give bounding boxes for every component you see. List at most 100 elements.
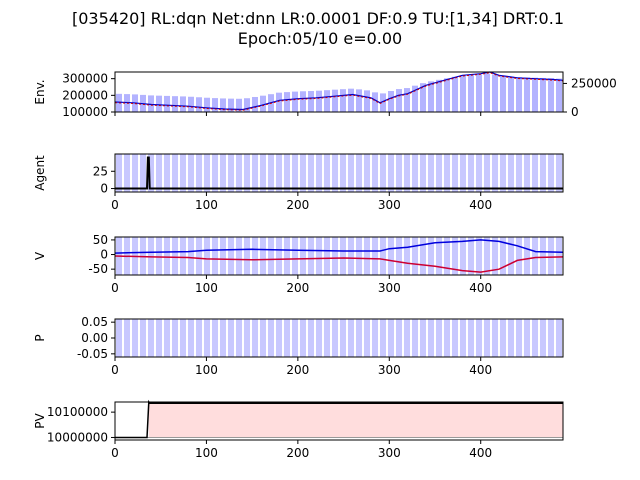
- y-tick-label: 200000: [62, 88, 108, 102]
- background-bar: [444, 319, 450, 357]
- background-bar: [540, 319, 546, 357]
- background-bar: [284, 237, 290, 275]
- background-bar: [356, 154, 362, 192]
- background-bar: [372, 154, 378, 192]
- background-bar: [340, 154, 346, 192]
- background-bar: [364, 319, 370, 357]
- volume-bar: [332, 89, 338, 112]
- x-tick-label: 0: [111, 446, 119, 460]
- background-bar: [476, 237, 482, 275]
- background-bar: [196, 237, 202, 275]
- y-axis-label: PV: [33, 412, 47, 428]
- background-bar: [500, 319, 506, 357]
- background-bar: [548, 319, 554, 357]
- volume-bar: [404, 88, 410, 112]
- background-bar: [276, 237, 282, 275]
- volume-bar: [252, 96, 258, 112]
- background-bar: [332, 154, 338, 192]
- background-bar: [484, 237, 490, 275]
- background-bar: [420, 237, 426, 275]
- background-bar: [156, 237, 162, 275]
- background-bar: [164, 237, 170, 275]
- volume-bar: [284, 92, 290, 112]
- y-tick-label-right: 0: [571, 105, 579, 119]
- background-bar: [244, 154, 250, 192]
- x-tick-label: 100: [195, 363, 218, 377]
- y-tick-label: 0.00: [81, 331, 108, 345]
- volume-bar: [260, 95, 266, 112]
- background-bar: [492, 237, 498, 275]
- volume-bar: [508, 76, 514, 112]
- volume-bar: [396, 89, 402, 112]
- y-tick-label: 50: [93, 233, 108, 247]
- background-bar: [388, 319, 394, 357]
- title-line-1: [035420] RL:dqn Net:dnn LR:0.0001 DF:0.9…: [72, 9, 564, 28]
- background-bar: [252, 319, 258, 357]
- background-bar: [124, 154, 130, 192]
- y-axis-label: P: [33, 334, 47, 341]
- background-bar: [244, 319, 250, 357]
- background-bar: [500, 154, 506, 192]
- volume-bar: [476, 74, 482, 112]
- background-bar: [140, 154, 146, 192]
- background-bar: [380, 154, 386, 192]
- volume-bar: [388, 91, 394, 112]
- background-bar: [500, 237, 506, 275]
- y-tick-label: 300000: [62, 72, 108, 86]
- background-bar: [452, 237, 458, 275]
- background-bar: [228, 319, 234, 357]
- y-tick-label: 0.05: [81, 315, 108, 329]
- background-bar: [380, 319, 386, 357]
- background-bar: [196, 319, 202, 357]
- background-bar: [308, 237, 314, 275]
- background-bar: [524, 154, 530, 192]
- background-bar: [268, 154, 274, 192]
- background-bar: [404, 154, 410, 192]
- background-bar: [460, 319, 466, 357]
- background-bar: [452, 319, 458, 357]
- background-bar: [468, 319, 474, 357]
- background-bar: [212, 237, 218, 275]
- background-bar: [148, 154, 154, 192]
- volume-bar: [372, 92, 378, 112]
- background-bar: [364, 237, 370, 275]
- background-bar: [524, 237, 530, 275]
- background-bar: [524, 319, 530, 357]
- background-bar: [404, 319, 410, 357]
- volume-bar: [276, 92, 282, 112]
- volume-bar: [412, 85, 418, 112]
- background-bar: [324, 154, 330, 192]
- volume-bar: [356, 89, 362, 112]
- y-tick-label: 0: [100, 182, 108, 196]
- background-bar: [444, 154, 450, 192]
- background-bar: [212, 319, 218, 357]
- x-tick-label: 100: [195, 446, 218, 460]
- volume-bar: [468, 74, 474, 112]
- background-bar: [540, 154, 546, 192]
- volume-bar: [348, 88, 354, 112]
- background-bar: [196, 154, 202, 192]
- background-bar: [316, 319, 322, 357]
- background-bar: [388, 237, 394, 275]
- y-axis-label: Agent: [33, 155, 47, 191]
- price-line-secondary: [114, 72, 564, 111]
- background-bar: [260, 154, 266, 192]
- background-bar: [340, 319, 346, 357]
- y-axis-label: V: [33, 251, 47, 260]
- y-tick-label: 0: [100, 248, 108, 262]
- background-bar: [188, 319, 194, 357]
- x-tick-label: 400: [469, 198, 492, 212]
- background-bar: [556, 154, 562, 192]
- background-bar: [428, 154, 434, 192]
- background-bar: [428, 237, 434, 275]
- background-bar: [292, 154, 298, 192]
- background-bar: [124, 319, 130, 357]
- volume-bar: [172, 96, 178, 112]
- background-bar: [420, 319, 426, 357]
- price-line: [114, 71, 564, 111]
- volume-bar: [420, 83, 426, 112]
- volume-bar: [180, 96, 186, 112]
- background-bar: [532, 154, 538, 192]
- background-bar: [132, 154, 138, 192]
